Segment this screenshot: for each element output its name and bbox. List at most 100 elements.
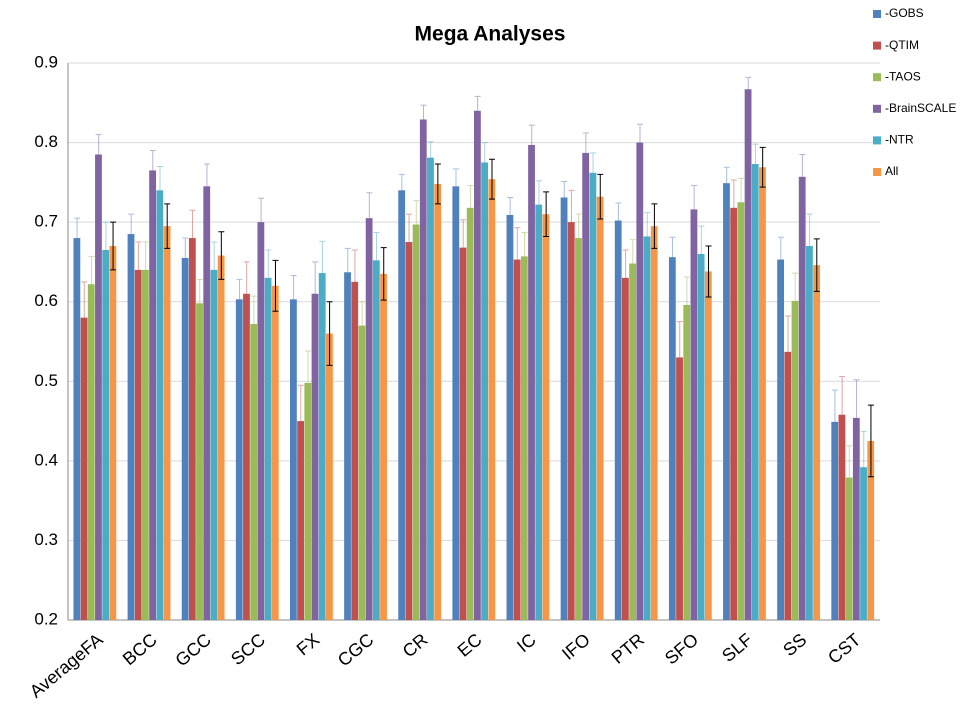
bar [542, 214, 550, 620]
error-bar [189, 209, 196, 239]
error-bar [535, 180, 542, 205]
bar [676, 357, 683, 620]
error-bar [568, 189, 575, 223]
bar [560, 197, 568, 620]
error-bar [698, 225, 705, 254]
bar [704, 271, 712, 620]
bar [459, 247, 467, 620]
chart-title: Mega Analyses [415, 23, 566, 46]
x-tick-label: SCC [227, 629, 269, 669]
error-bar [196, 278, 203, 304]
error-bar [366, 192, 373, 219]
error-bar [164, 203, 171, 249]
bar [535, 204, 543, 620]
bar [730, 207, 738, 620]
error-bar [644, 212, 651, 237]
bar [697, 253, 705, 620]
error-bar [236, 278, 243, 300]
y-tick-label: 0.5 [34, 371, 58, 390]
bar [372, 260, 380, 620]
error-bar [110, 221, 117, 271]
bar [777, 259, 784, 620]
bar [80, 317, 88, 620]
bar [614, 220, 622, 620]
bar [398, 190, 406, 621]
error-bar [406, 213, 413, 243]
x-tick-label: EC [454, 629, 486, 660]
error-bar [507, 196, 514, 215]
bar [838, 414, 846, 620]
bar [744, 89, 752, 621]
x-tick-label: IC [513, 629, 540, 656]
error-bar [305, 350, 311, 383]
bar [643, 236, 651, 621]
bar [806, 246, 813, 620]
bar [412, 224, 420, 620]
x-tick-label: PTR [608, 629, 648, 667]
error-bar [95, 134, 102, 155]
error-bar [243, 261, 250, 294]
error-bar [258, 197, 265, 223]
legend-label: All [885, 164, 898, 178]
bar [528, 144, 535, 621]
bar [567, 222, 575, 620]
error-bar [785, 315, 791, 352]
error-bar [676, 321, 683, 358]
bar [73, 238, 81, 621]
bar [791, 300, 799, 620]
bar [217, 255, 225, 620]
error-bar [867, 404, 874, 478]
bar [474, 110, 481, 620]
legend-swatch [873, 104, 881, 113]
error-bar [752, 143, 759, 165]
error-bar [745, 76, 752, 90]
bar [737, 202, 745, 620]
error-bar [203, 163, 210, 187]
error-bar [514, 227, 521, 260]
bar [380, 273, 387, 620]
bar [304, 382, 312, 620]
error-bar [575, 213, 582, 239]
bar [358, 325, 366, 620]
bar [250, 323, 258, 620]
error-bar [434, 163, 441, 205]
error-bar [799, 154, 806, 177]
legend-label: -TAOS [885, 69, 921, 83]
bar [134, 269, 142, 620]
bar [271, 285, 279, 620]
x-tick-label: AverageFA [26, 629, 107, 701]
legend-swatch [873, 41, 881, 50]
legend-swatch [873, 136, 881, 145]
x-tick-label: FX [293, 629, 323, 659]
error-bar [543, 191, 550, 237]
bar [87, 284, 95, 620]
error-bar [813, 238, 820, 292]
bar [427, 157, 434, 620]
bar [452, 186, 460, 621]
y-tick-label: 0.2 [34, 609, 58, 628]
error-bar [705, 245, 712, 298]
x-tick-label: IFO [558, 629, 594, 664]
bar [235, 299, 243, 620]
legend-swatch [873, 168, 881, 176]
bar [784, 351, 792, 620]
error-bar [135, 241, 142, 270]
error-bar [582, 132, 589, 153]
error-bar [792, 272, 799, 301]
error-bar [427, 141, 434, 158]
legend-label: -GOBS [885, 6, 924, 20]
error-bar [489, 158, 495, 200]
error-bar [420, 104, 427, 120]
bar [668, 257, 676, 620]
y-tick-label: 0.9 [34, 52, 58, 71]
error-bar [738, 177, 745, 203]
bar [690, 209, 698, 620]
bar [589, 172, 597, 620]
error-bar [691, 185, 698, 210]
error-bar [846, 445, 853, 478]
legend-swatch [873, 10, 881, 18]
bar [142, 269, 149, 620]
error-bar [806, 213, 813, 247]
y-tick-label: 0.6 [34, 291, 58, 310]
